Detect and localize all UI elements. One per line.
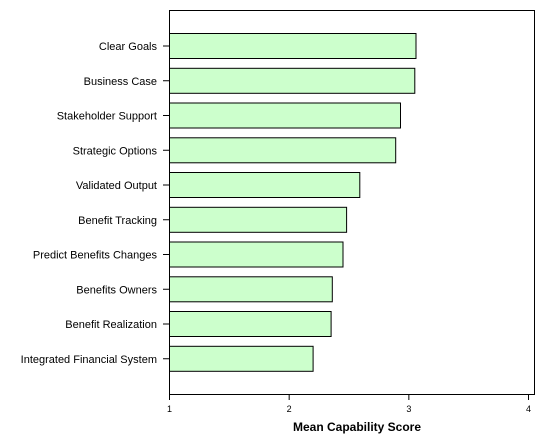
category-label-clear-goals: Clear Goals	[99, 41, 158, 53]
bars-group	[169, 33, 417, 372]
x-tick-label-3: 3	[406, 404, 411, 414]
bar-stakeholder-support	[169, 102, 401, 129]
bar-clear-goals	[169, 33, 417, 59]
bar-benefit-realization	[169, 311, 332, 337]
category-label-benefit-realization: Benefit Realization	[65, 319, 157, 331]
bar-benefits-owners	[169, 276, 333, 303]
category-label-stakeholder-support: Stakeholder Support	[57, 111, 157, 123]
category-label-integrated-financial-system: Integrated Financial System	[21, 354, 157, 366]
bar-benefit-tracking	[169, 206, 348, 233]
x-axis-title: Mean Capability Score	[293, 420, 421, 434]
category-label-strategic-options: Strategic Options	[73, 145, 158, 157]
bar-business-case	[169, 67, 416, 94]
bar-integrated-financial-system	[169, 345, 314, 372]
x-tick-label-2: 2	[287, 404, 292, 414]
x-tick-label-1: 1	[167, 404, 172, 414]
bar-strategic-options	[169, 137, 397, 164]
category-label-benefit-tracking: Benefit Tracking	[78, 215, 157, 227]
category-label-predict-benefits-changes: Predict Benefits Changes	[33, 250, 158, 262]
category-label-validated-output: Validated Output	[76, 180, 157, 192]
bar-validated-output	[169, 172, 361, 198]
category-label-business-case: Business Case	[84, 76, 157, 88]
category-ticks	[163, 45, 170, 360]
category-label-benefits-owners: Benefits Owners	[76, 284, 157, 296]
x-axis-ticks: 1 2 3 4	[167, 394, 531, 414]
x-tick-label-4: 4	[526, 404, 531, 414]
category-labels: Clear Goals Business Case Stakeholder Supp…	[21, 41, 158, 366]
bar-predict-benefits-changes	[169, 241, 344, 268]
